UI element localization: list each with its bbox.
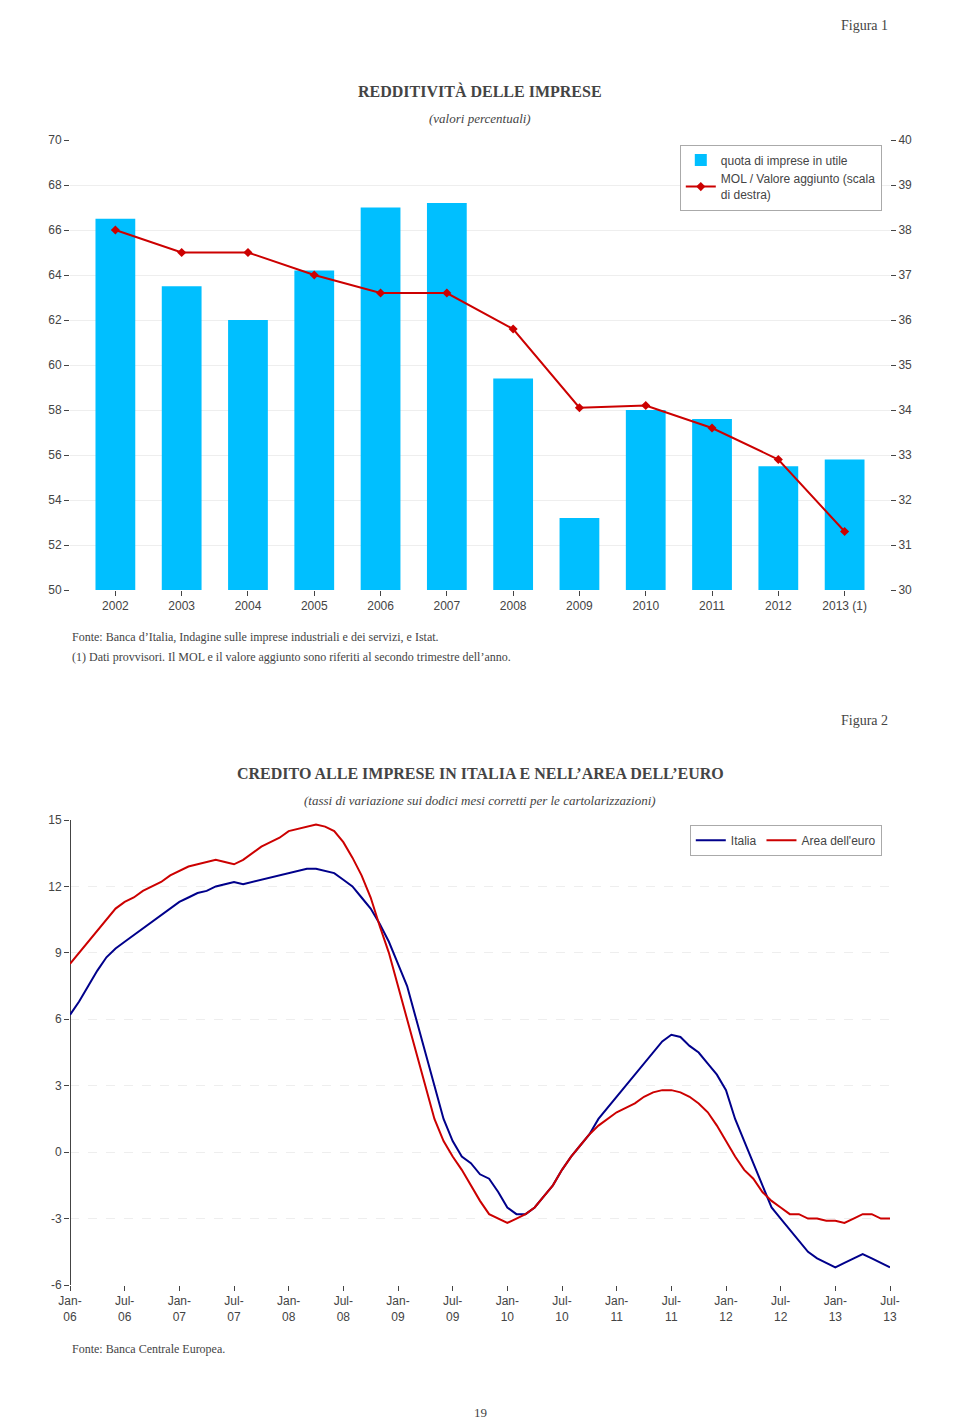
svg-text:Jul-06: Jul-06 [115,1294,134,1324]
svg-text:35: 35 [898,358,912,372]
svg-text:Area dell'euro: Area dell'euro [801,834,875,848]
svg-text:-3: -3 [51,1212,62,1226]
svg-text:(1) Dati provvisori. Il MOL e: (1) Dati provvisori. Il MOL e il valore … [72,650,511,664]
svg-text:Italia: Italia [731,834,757,848]
svg-text:Jan-12: Jan-12 [714,1294,737,1324]
svg-text:Jul-13: Jul-13 [880,1294,899,1324]
svg-text:66: 66 [48,223,62,237]
svg-text:REDDITIVITÀ DELLE IMPRESE: REDDITIVITÀ DELLE IMPRESE [358,82,602,100]
svg-text:3: 3 [55,1079,62,1093]
svg-text:Figura 1: Figura 1 [841,18,888,33]
svg-text:(valori percentuali): (valori percentuali) [429,111,531,126]
svg-text:Jul-11: Jul-11 [662,1294,681,1324]
svg-text:Jan-13: Jan-13 [824,1294,847,1324]
svg-text:2009: 2009 [566,599,593,613]
svg-text:33: 33 [898,448,912,462]
svg-text:2006: 2006 [367,599,394,613]
svg-text:37: 37 [898,268,912,282]
svg-text:2004: 2004 [235,599,262,613]
svg-text:-6: -6 [51,1278,62,1292]
svg-text:39: 39 [898,178,912,192]
svg-text:(tassi di variazione sui dodic: (tassi di variazione sui dodici mesi cor… [304,793,656,808]
svg-text:Figura 2: Figura 2 [841,713,888,728]
svg-text:19: 19 [474,1405,487,1420]
svg-text:Jan-11: Jan-11 [605,1294,628,1324]
svg-text:9: 9 [55,946,62,960]
svg-text:2003: 2003 [168,599,195,613]
svg-text:2013 (1): 2013 (1) [822,599,867,613]
svg-text:MOL / Valore aggiunto (scaladi: MOL / Valore aggiunto (scaladi destra) [721,172,875,202]
svg-text:Jan-08: Jan-08 [277,1294,300,1324]
svg-text:62: 62 [48,313,62,327]
svg-text:70: 70 [48,133,62,147]
svg-text:CREDITO ALLE IMPRESE IN ITALIA: CREDITO ALLE IMPRESE IN ITALIA E NELL’AR… [237,765,724,782]
svg-text:32: 32 [898,493,912,507]
svg-text:Jul-12: Jul-12 [771,1294,790,1324]
svg-text:Jul-10: Jul-10 [552,1294,571,1324]
svg-text:2011: 2011 [699,599,725,613]
svg-text:15: 15 [48,813,62,827]
svg-text:60: 60 [48,358,62,372]
svg-text:Jul-09: Jul-09 [443,1294,462,1324]
svg-text:Fonte: Banca d’Italia, Indagin: Fonte: Banca d’Italia, Indagine sulle im… [72,630,439,644]
svg-text:2010: 2010 [632,599,659,613]
svg-text:52: 52 [48,538,62,552]
svg-text:quota di imprese in utile: quota di imprese in utile [721,154,848,168]
svg-text:2012: 2012 [765,599,792,613]
svg-text:Jan-07: Jan-07 [168,1294,191,1324]
svg-text:31: 31 [898,538,912,552]
svg-text:Jan-10: Jan-10 [496,1294,519,1324]
svg-text:34: 34 [898,403,912,417]
svg-text:36: 36 [898,313,912,327]
svg-text:12: 12 [48,880,62,894]
svg-text:2008: 2008 [500,599,527,613]
svg-text:6: 6 [55,1012,62,1026]
svg-text:2007: 2007 [433,599,460,613]
svg-text:2002: 2002 [102,599,129,613]
svg-text:30: 30 [898,583,912,597]
svg-text:58: 58 [48,403,62,417]
svg-text:0: 0 [55,1145,62,1159]
svg-text:56: 56 [48,448,62,462]
svg-text:Jan-06: Jan-06 [58,1294,81,1324]
svg-text:2005: 2005 [301,599,328,613]
svg-text:40: 40 [898,133,912,147]
svg-text:Jan-09: Jan-09 [386,1294,409,1324]
svg-text:Jul-08: Jul-08 [334,1294,353,1324]
svg-text:54: 54 [48,493,62,507]
svg-text:Fonte: Banca Centrale Europea.: Fonte: Banca Centrale Europea. [72,1342,225,1356]
svg-text:Jul-07: Jul-07 [224,1294,243,1324]
svg-text:64: 64 [48,268,62,282]
svg-text:38: 38 [898,223,912,237]
svg-text:50: 50 [48,583,62,597]
svg-text:68: 68 [48,178,62,192]
